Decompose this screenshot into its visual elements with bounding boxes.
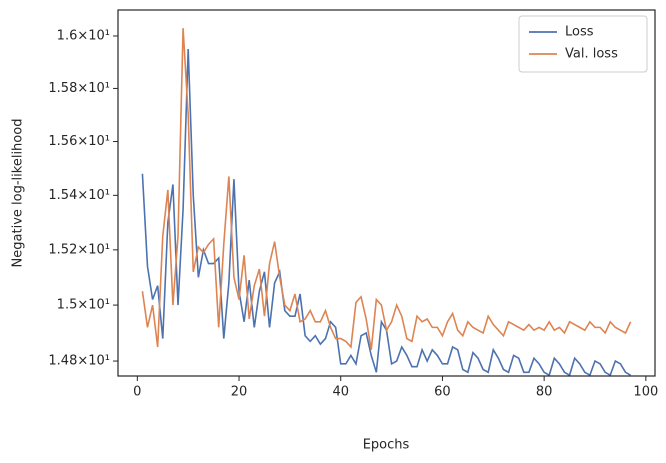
y-tick-label: 1.48×10¹	[48, 354, 110, 369]
x-tick-label: 0	[133, 385, 141, 400]
y-tick-label: 1.6×10¹	[57, 28, 110, 43]
line-series	[141, 28, 632, 350]
legend-label: Val. loss	[565, 47, 618, 62]
x-tick-label: 100	[633, 385, 658, 400]
y-tick-label: 1.58×10¹	[48, 81, 110, 96]
y-tick-label: 1.5×10¹	[57, 298, 110, 313]
y-tick-label: 1.56×10¹	[48, 134, 110, 149]
y-axis-label: Negative log-likelihood	[11, 119, 26, 268]
legend-box	[518, 15, 648, 73]
x-tick-label: 80	[536, 385, 553, 400]
legend: Loss Val. loss	[518, 15, 648, 73]
x-axis-label: Epochs	[363, 438, 410, 453]
y-tick-label: 1.52×10¹	[48, 242, 110, 257]
x-tick-label: 60	[434, 385, 451, 400]
plot-frame	[117, 9, 656, 377]
x-tick-label: 40	[332, 385, 349, 400]
y-tick-label: 1.54×10¹	[48, 188, 110, 203]
x-tick-label: 20	[231, 385, 248, 400]
legend-label: Loss	[565, 25, 594, 40]
